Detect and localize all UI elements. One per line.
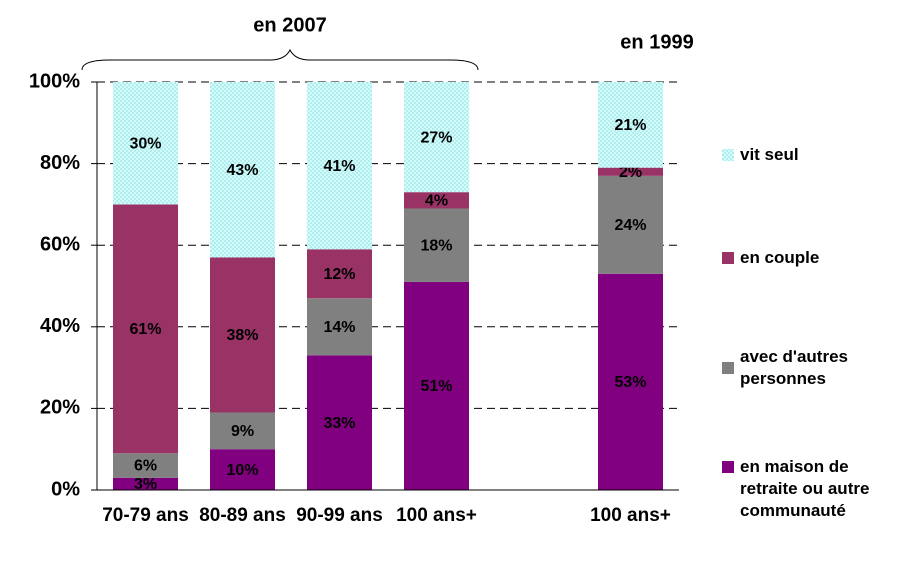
y-tick-label: 100% bbox=[29, 70, 80, 92]
value-label: 18% bbox=[420, 237, 452, 254]
bar-segment bbox=[113, 204, 178, 454]
bar-segment bbox=[404, 281, 469, 490]
legend-label: en maison de retraite ou autre communaut… bbox=[740, 457, 870, 520]
y-tick-label: 0% bbox=[51, 478, 80, 500]
value-label: 30% bbox=[129, 135, 161, 152]
bar-segment bbox=[210, 412, 275, 450]
value-label: 4% bbox=[425, 193, 448, 210]
bar-segment bbox=[598, 273, 663, 490]
value-label: 10% bbox=[226, 462, 258, 479]
bar-segment bbox=[307, 298, 372, 356]
value-label: 43% bbox=[226, 162, 258, 179]
legend-label: en couple bbox=[740, 248, 820, 267]
legend-swatch bbox=[722, 149, 734, 161]
value-label: 12% bbox=[323, 266, 355, 283]
brace bbox=[81, 48, 479, 71]
value-label: 61% bbox=[129, 321, 161, 338]
y-tick-label: 20% bbox=[40, 397, 80, 419]
bar-segment bbox=[307, 249, 372, 299]
x-tick-label: 70-79 ans bbox=[102, 505, 189, 526]
bar-segment bbox=[307, 355, 372, 490]
legend-label: vit seul bbox=[740, 145, 799, 164]
bar-segment bbox=[210, 449, 275, 490]
value-label: 33% bbox=[323, 415, 355, 432]
value-label: 41% bbox=[323, 158, 355, 175]
x-tick-label: 100 ans+ bbox=[396, 505, 477, 526]
bar-segment bbox=[113, 477, 178, 490]
x-tick-label: 90-99 ans bbox=[296, 505, 383, 526]
bar-segment bbox=[210, 257, 275, 413]
value-label: 21% bbox=[614, 117, 646, 134]
bar-segment bbox=[113, 453, 178, 478]
legend-label: avec d'autres personnes bbox=[740, 347, 848, 388]
legend-swatch bbox=[722, 461, 734, 473]
annotation: en 1999 bbox=[620, 31, 693, 53]
bar-segment bbox=[404, 208, 469, 282]
bar-segment bbox=[404, 192, 469, 209]
value-label: 24% bbox=[614, 217, 646, 234]
value-label: 2% bbox=[619, 164, 642, 181]
bar-segment bbox=[210, 82, 275, 258]
bar-segment bbox=[598, 82, 663, 168]
value-label: 38% bbox=[226, 327, 258, 344]
bar-segment bbox=[598, 167, 663, 176]
x-tick-label: 100 ans+ bbox=[590, 505, 671, 526]
value-label: 3% bbox=[134, 476, 157, 493]
value-label: 9% bbox=[231, 423, 254, 440]
value-label: 6% bbox=[134, 458, 157, 475]
value-label: 51% bbox=[420, 378, 452, 395]
value-label: 27% bbox=[420, 129, 452, 146]
legend-swatch bbox=[722, 252, 734, 264]
annotation: en 2007 bbox=[253, 14, 326, 36]
y-tick-label: 40% bbox=[40, 315, 80, 337]
y-tick-label: 80% bbox=[40, 152, 80, 174]
bar-segment bbox=[113, 82, 178, 205]
bar-segment bbox=[307, 82, 372, 250]
x-tick-label: 80-89 ans bbox=[199, 505, 286, 526]
value-label: 53% bbox=[614, 374, 646, 391]
legend-swatch bbox=[722, 362, 734, 374]
bar-segment bbox=[598, 175, 663, 274]
bar-segment bbox=[404, 82, 469, 193]
y-tick-label: 60% bbox=[40, 233, 80, 255]
value-label: 14% bbox=[323, 319, 355, 336]
